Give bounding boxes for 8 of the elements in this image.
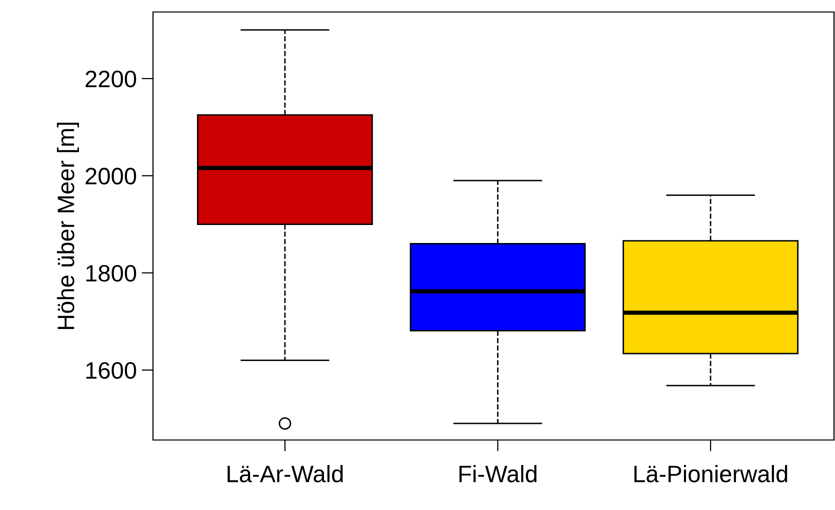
y-axis-title: Höhe über Meer [m]: [56, 122, 79, 330]
x-tick-label: Lä-Ar-Wald: [228, 465, 343, 482]
y-tick-label: 2000: [86, 168, 136, 185]
y-tick-label: 1800: [86, 264, 136, 282]
y-tick-label: 2200: [86, 70, 136, 88]
x-tick-label: Fi-Wald: [459, 465, 536, 482]
y-tick-label: 1600: [86, 362, 136, 379]
x-tick-label: Lä-Pionierwald: [634, 465, 788, 482]
